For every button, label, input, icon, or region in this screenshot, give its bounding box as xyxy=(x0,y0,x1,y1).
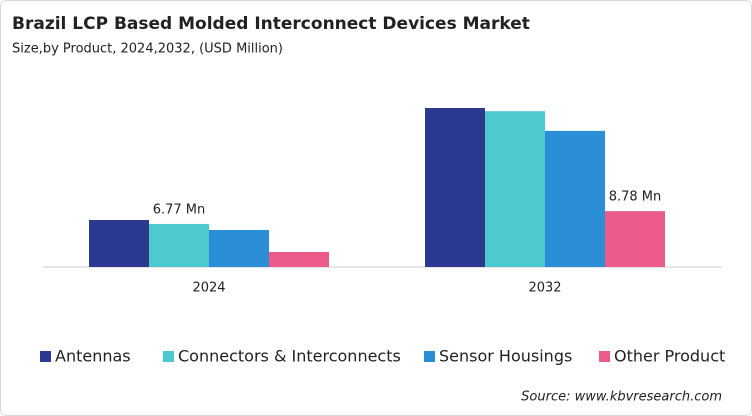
legend-swatch xyxy=(424,351,435,362)
legend-label: Antennas xyxy=(55,347,131,366)
bar xyxy=(209,229,269,267)
bar xyxy=(605,211,665,267)
data-label: 6.77 Mn xyxy=(153,202,206,217)
legend-label: Sensor Housings xyxy=(439,347,572,366)
legend-swatch xyxy=(40,351,51,362)
bar xyxy=(89,219,149,267)
legend-label: Connectors & Interconnects xyxy=(178,347,401,366)
bar xyxy=(485,111,545,268)
legend-swatch xyxy=(599,351,610,362)
legend-label: Other Product xyxy=(614,347,725,366)
bar xyxy=(149,223,209,267)
bar xyxy=(425,108,485,267)
x-tick-label: 2032 xyxy=(528,281,561,296)
x-tick-label: 2024 xyxy=(192,281,225,296)
chart-title: Brazil LCP Based Molded Interconnect Dev… xyxy=(12,14,530,34)
data-label: 8.78 Mn xyxy=(609,190,662,205)
legend-swatch xyxy=(163,351,174,362)
bar xyxy=(545,130,605,267)
bar xyxy=(269,251,329,267)
source: Source: www.kbvresearch.com xyxy=(521,390,722,405)
chart-subtitle: Size,by Product, 2024,2032, (USD Million… xyxy=(12,42,283,57)
